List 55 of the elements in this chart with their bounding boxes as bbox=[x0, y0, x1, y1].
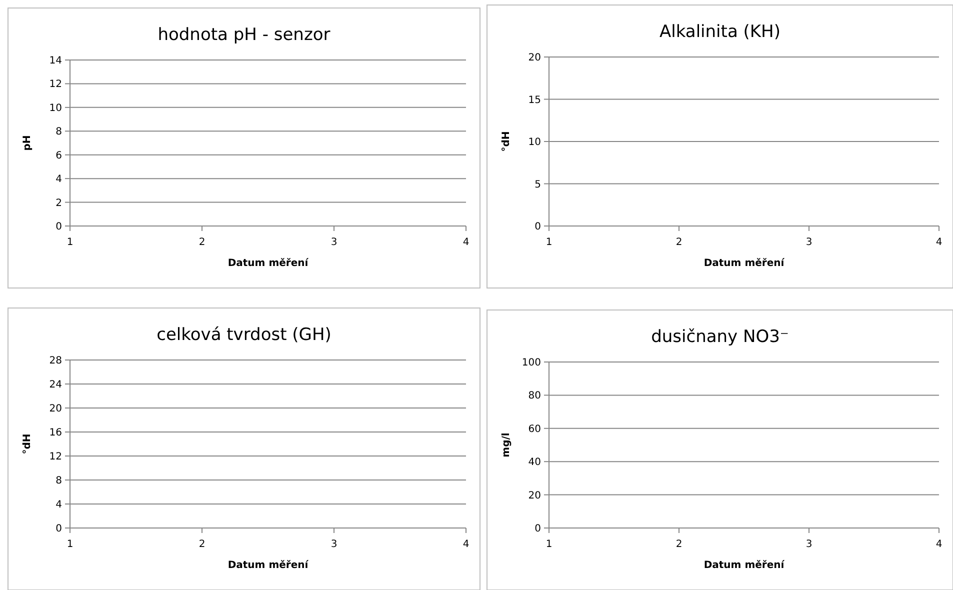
y-tick-label: 6 bbox=[56, 150, 62, 162]
x-tick-label: 3 bbox=[330, 237, 338, 248]
y-tick-label: 16 bbox=[49, 428, 62, 438]
x-tick-label: 3 bbox=[330, 539, 338, 550]
y-tick-label: 0 bbox=[534, 222, 541, 232]
chart-title: hodnota pH - senzor bbox=[158, 25, 330, 45]
y-tick-label: 20 bbox=[528, 490, 541, 502]
y-tick-label: 8 bbox=[56, 126, 62, 138]
y-tick-label: 60 bbox=[528, 424, 541, 435]
x-axis-title: Datum měření bbox=[228, 258, 309, 269]
y-axis-title: pH bbox=[22, 135, 33, 151]
y-axis-title: °dH bbox=[22, 434, 33, 454]
x-tick-label: 2 bbox=[676, 539, 682, 550]
x-tick-label: 4 bbox=[462, 237, 470, 248]
x-tick-label: 2 bbox=[198, 237, 206, 248]
y-tick-label: 0 bbox=[56, 524, 62, 534]
y-axis-title: mg/l bbox=[501, 432, 512, 458]
y-tick-label: 4 bbox=[56, 174, 62, 186]
y-tick-label: 4 bbox=[56, 500, 62, 510]
x-tick-label: 1 bbox=[546, 539, 552, 550]
y-tick-label: 10 bbox=[49, 102, 62, 114]
chart-title: celková tvrdost (GH) bbox=[156, 325, 332, 345]
x-axis-title: Datum měření bbox=[704, 258, 785, 269]
y-tick-label: 20 bbox=[528, 52, 541, 64]
x-tick-label: 3 bbox=[806, 539, 812, 550]
x-tick-label: 4 bbox=[936, 539, 942, 550]
y-tick-label: 24 bbox=[49, 380, 62, 390]
y-tick-label: 14 bbox=[49, 56, 62, 66]
y-tick-label: 100 bbox=[522, 358, 541, 368]
chart-title: Alkalinita (KH) bbox=[660, 22, 780, 42]
x-tick-label: 1 bbox=[546, 237, 552, 248]
x-axis-title: Datum měření bbox=[704, 560, 785, 571]
y-tick-label: 12 bbox=[49, 79, 62, 90]
y-tick-label: 10 bbox=[528, 137, 541, 148]
chart-title: dusičnany NO3⁻ bbox=[651, 327, 789, 347]
y-tick-label: 28 bbox=[49, 356, 62, 366]
x-tick-label: 1 bbox=[66, 237, 74, 248]
y-tick-label: 20 bbox=[49, 404, 62, 414]
y-tick-label: 2 bbox=[56, 198, 62, 209]
x-tick-label: 2 bbox=[676, 237, 682, 248]
x-tick-label: 4 bbox=[462, 539, 470, 550]
x-tick-label: 1 bbox=[66, 539, 74, 550]
x-axis-title: Datum měření bbox=[228, 560, 309, 571]
y-tick-label: 8 bbox=[56, 476, 62, 486]
y-tick-label: 5 bbox=[534, 179, 541, 190]
x-tick-label: 3 bbox=[806, 237, 812, 248]
y-tick-label: 15 bbox=[528, 94, 541, 106]
y-axis-title: °dH bbox=[501, 131, 512, 152]
y-tick-label: 40 bbox=[528, 457, 541, 468]
y-tick-label: 80 bbox=[528, 390, 541, 402]
y-tick-label: 12 bbox=[49, 452, 62, 462]
y-tick-label: 0 bbox=[534, 524, 541, 534]
x-tick-label: 4 bbox=[936, 237, 942, 248]
y-tick-label: 0 bbox=[56, 222, 62, 232]
x-tick-label: 2 bbox=[198, 539, 206, 550]
